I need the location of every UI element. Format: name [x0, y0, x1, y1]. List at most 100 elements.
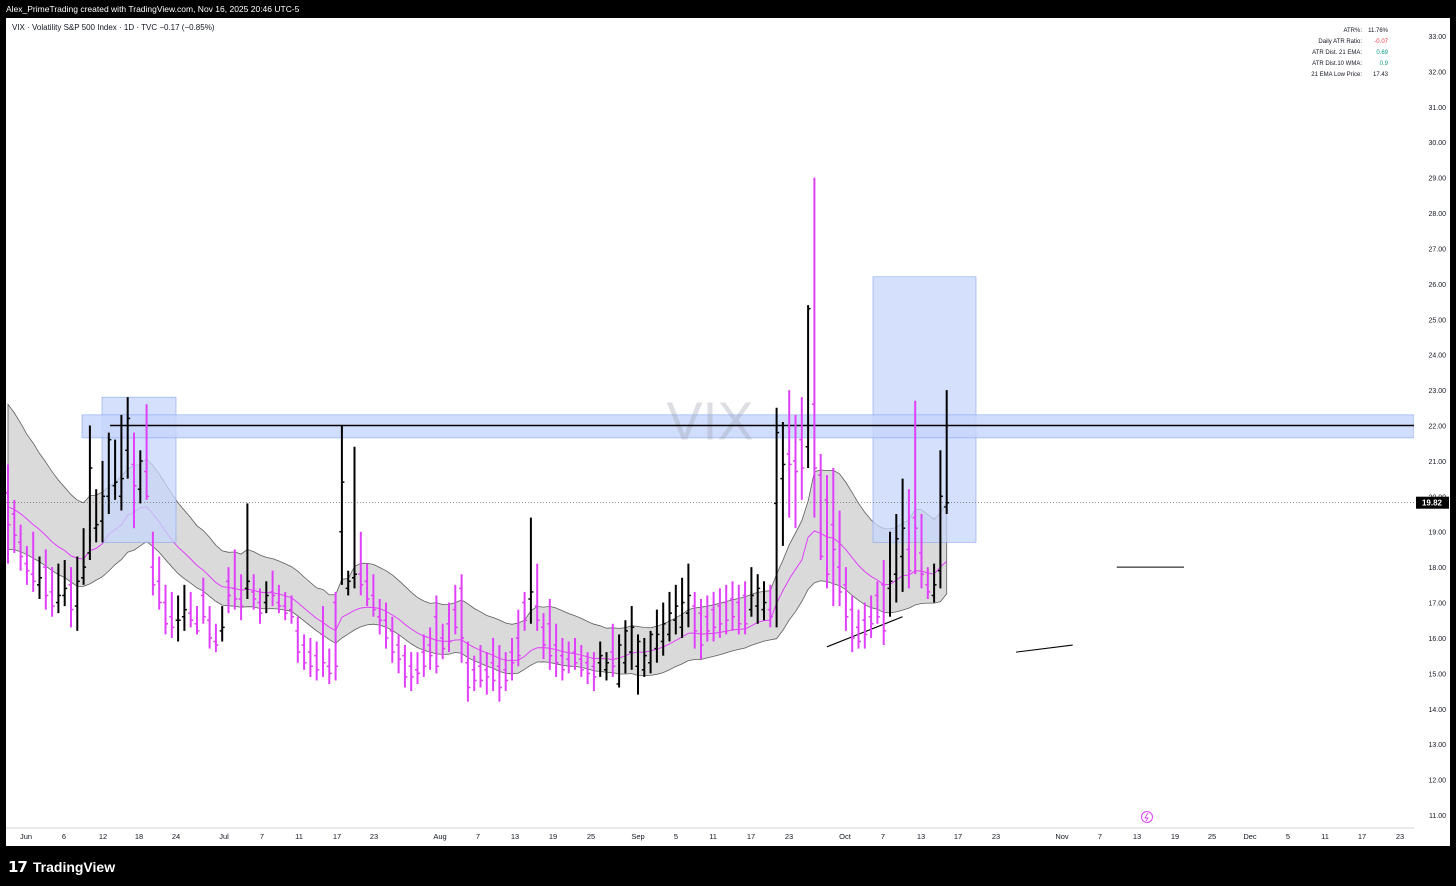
ohlc-bar[interactable]	[18, 524, 24, 571]
ohlc-bar[interactable]	[748, 567, 754, 617]
ohlc-bar[interactable]	[799, 397, 805, 500]
ohlc-bar[interactable]	[131, 432, 137, 529]
ohlc-bar[interactable]	[553, 623, 559, 677]
ohlc-bar[interactable]	[856, 609, 861, 649]
ohlc-bar[interactable]	[931, 563, 937, 603]
ohlc-bar[interactable]	[87, 425, 93, 561]
october-highlight-zone[interactable]	[872, 276, 977, 543]
tradingview-logo[interactable]: 𝟭𝟳 TradingView	[8, 858, 115, 876]
price-scale[interactable]	[1414, 18, 1450, 846]
ohlc-bar[interactable]	[496, 645, 502, 702]
ohlc-bar[interactable]	[685, 563, 691, 628]
ohlc-bar[interactable]	[849, 595, 855, 653]
ohlc-bar[interactable]	[402, 645, 408, 688]
ohlc-bar[interactable]	[585, 652, 591, 684]
ohlc-bar[interactable]	[881, 560, 887, 646]
ohlc-bar[interactable]	[358, 531, 364, 596]
ohlc-bar[interactable]	[440, 623, 446, 660]
ohlc-bar[interactable]	[755, 574, 761, 624]
ohlc-bar[interactable]	[446, 602, 452, 653]
ohlc-bar[interactable]	[93, 489, 99, 543]
ohlc-bar[interactable]	[370, 574, 376, 617]
ohlc-bar[interactable]	[163, 584, 168, 635]
ohlc-bar[interactable]	[843, 567, 849, 631]
ohlc-bar[interactable]	[383, 602, 389, 649]
ohlc-bar[interactable]	[761, 581, 767, 621]
ohlc-bar[interactable]	[786, 390, 792, 518]
ohlc-bar[interactable]	[811, 177, 817, 518]
ohlc-bar[interactable]	[610, 623, 616, 677]
ohlc-bar[interactable]	[465, 641, 471, 702]
ohlc-bar[interactable]	[68, 567, 74, 628]
ohlc-bar[interactable]	[226, 567, 231, 614]
ohlc-bar[interactable]	[887, 531, 893, 617]
ohlc-bar[interactable]	[578, 645, 584, 677]
ohlc-bar[interactable]	[830, 467, 836, 607]
ohlc-bar[interactable]	[320, 606, 326, 677]
ohlc-bar[interactable]	[213, 623, 219, 653]
ohlc-bar[interactable]	[912, 400, 918, 575]
ohlc-bar[interactable]	[112, 439, 118, 500]
ohlc-bar[interactable]	[459, 574, 465, 663]
ohlc-bar[interactable]	[679, 577, 685, 638]
ohlc-bar[interactable]	[11, 499, 17, 553]
ohlc-bar[interactable]	[704, 595, 710, 642]
ohlc-bar[interactable]	[30, 531, 36, 592]
ohlc-bar[interactable]	[181, 584, 187, 631]
ohlc-bar[interactable]	[925, 567, 931, 600]
ohlc-bar[interactable]	[251, 574, 257, 610]
ohlc-bar[interactable]	[591, 652, 597, 692]
ohlc-bar[interactable]	[616, 634, 622, 688]
ohlc-bar[interactable]	[824, 475, 830, 589]
price-chart[interactable]: VIX 11.00 12.00 13.00 14.00 15.00 16.00 17.00 18…	[6, 18, 1450, 846]
ohlc-bar[interactable]	[415, 652, 420, 684]
ohlc-bar[interactable]	[862, 602, 868, 649]
ohlc-bar[interactable]	[534, 563, 540, 631]
ohlc-bar[interactable]	[874, 581, 880, 624]
ohlc-bar[interactable]	[345, 570, 351, 596]
ohlc-bar[interactable]	[742, 581, 748, 635]
ohlc-bar[interactable]	[194, 606, 200, 635]
ohlc-bar[interactable]	[169, 591, 175, 638]
ohlc-bar[interactable]	[263, 581, 269, 614]
ohlc-bar[interactable]	[49, 567, 55, 617]
ohlc-bar[interactable]	[326, 648, 332, 684]
ohlc-bar[interactable]	[257, 588, 263, 624]
ohlc-bar[interactable]	[490, 637, 496, 692]
ohlc-bar[interactable]	[767, 584, 773, 628]
ohlc-bar[interactable]	[805, 305, 811, 468]
ohlc-bar[interactable]	[421, 634, 427, 677]
ohlc-bar[interactable]	[232, 549, 238, 610]
ohlc-bar[interactable]	[427, 627, 433, 670]
ohlc-bar[interactable]	[156, 556, 162, 610]
ohlc-bar[interactable]	[55, 563, 61, 614]
ohlc-bar[interactable]	[559, 637, 565, 681]
trendline-nov[interactable]	[1015, 644, 1073, 653]
ohlc-bar[interactable]	[635, 634, 641, 695]
ohlc-bar[interactable]	[396, 634, 402, 674]
ohlc-bar[interactable]	[339, 425, 345, 585]
ohlc-bar[interactable]	[175, 595, 181, 642]
ohlc-bar[interactable]	[144, 404, 150, 500]
ohlc-bar[interactable]	[364, 563, 370, 607]
ohlc-bar[interactable]	[389, 616, 395, 663]
ohlc-bar[interactable]	[471, 655, 477, 692]
ohlc-bar[interactable]	[937, 450, 943, 589]
ohlc-bar[interactable]	[692, 591, 698, 649]
ohlc-bar[interactable]	[641, 637, 647, 677]
ohlc-bar[interactable]	[276, 584, 282, 614]
ohlc-bar[interactable]	[478, 645, 483, 688]
ohlc-bar[interactable]	[900, 478, 906, 592]
ohlc-bar[interactable]	[893, 514, 899, 603]
ohlc-bar[interactable]	[906, 489, 912, 589]
ohlc-bar[interactable]	[200, 577, 206, 624]
ohlc-bar[interactable]	[868, 595, 874, 638]
ohlc-bar[interactable]	[100, 460, 105, 543]
ohlc-bar[interactable]	[314, 641, 320, 681]
ohlc-bar[interactable]	[730, 581, 735, 631]
ohlc-bar[interactable]	[515, 609, 521, 667]
ohlc-bar[interactable]	[528, 517, 534, 624]
ohlc-bar[interactable]	[125, 397, 131, 479]
chart-panel[interactable]: VIX 11.00 12.00 13.00 14.00 15.00 16.00 17.00 18…	[6, 18, 1450, 846]
event-marker-icon[interactable]	[1141, 811, 1153, 823]
